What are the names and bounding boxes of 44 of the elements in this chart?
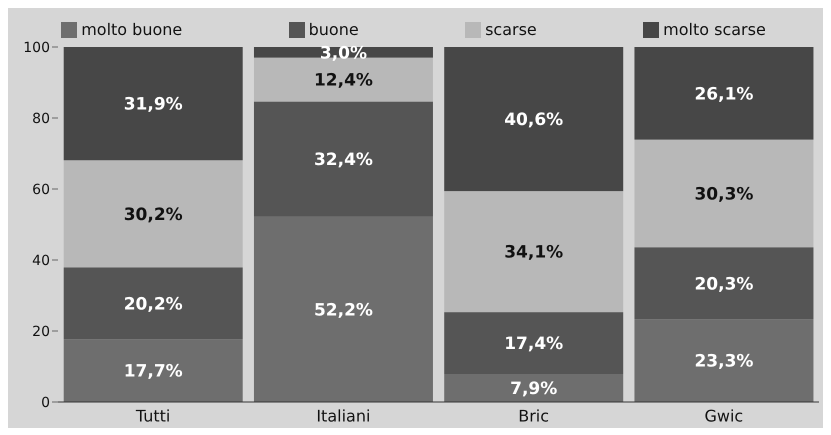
legend-label: scarse bbox=[484, 20, 537, 39]
data-label: 34,1% bbox=[504, 242, 564, 263]
y-tick-label: 80 bbox=[32, 110, 50, 127]
legend-label: molto buone bbox=[80, 20, 182, 39]
data-label: 17,7% bbox=[124, 362, 183, 382]
x-tick-label: Tutti bbox=[134, 406, 170, 426]
data-label: 20,2% bbox=[124, 294, 183, 314]
data-label: 32,4% bbox=[314, 150, 373, 170]
bar bbox=[254, 216, 433, 402]
bar bbox=[444, 47, 624, 192]
data-label: 7,9% bbox=[510, 379, 558, 400]
bar bbox=[634, 140, 814, 248]
data-label: 20,3% bbox=[694, 274, 754, 294]
y-tick-label: 40 bbox=[32, 252, 50, 269]
data-label: 30,2% bbox=[124, 204, 183, 225]
x-tick-label: Gwic bbox=[704, 406, 744, 426]
bar bbox=[254, 102, 433, 217]
data-label: 30,3% bbox=[694, 184, 754, 204]
y-tick-label: 0 bbox=[41, 394, 50, 411]
y-tick-label: 60 bbox=[32, 182, 50, 198]
bar bbox=[64, 47, 243, 160]
x-tick-label: Italiani bbox=[316, 406, 370, 426]
bar bbox=[64, 267, 243, 340]
data-label: 26,1% bbox=[694, 84, 754, 104]
bar bbox=[444, 312, 624, 374]
bar bbox=[64, 339, 243, 402]
legend-label: buone bbox=[308, 20, 359, 39]
data-label: 31,9% bbox=[124, 94, 183, 115]
legend-label: molto scarse bbox=[662, 20, 766, 39]
data-label: 52,2% bbox=[314, 300, 373, 320]
bar bbox=[444, 374, 624, 402]
y-tick-label: 100 bbox=[23, 40, 50, 56]
bar bbox=[64, 160, 243, 268]
data-label: 12,4% bbox=[314, 70, 373, 91]
y-tick-label: 20 bbox=[32, 324, 50, 340]
bar bbox=[634, 47, 814, 140]
data-label: 40,6% bbox=[504, 110, 564, 130]
bar bbox=[444, 191, 624, 312]
bar bbox=[634, 319, 814, 402]
x-tick-label: Bric bbox=[518, 406, 550, 426]
bar bbox=[634, 247, 814, 320]
data-label: 23,3% bbox=[694, 352, 754, 372]
data-label: 3,0% bbox=[320, 43, 368, 64]
data-label: 17,4% bbox=[504, 334, 564, 354]
